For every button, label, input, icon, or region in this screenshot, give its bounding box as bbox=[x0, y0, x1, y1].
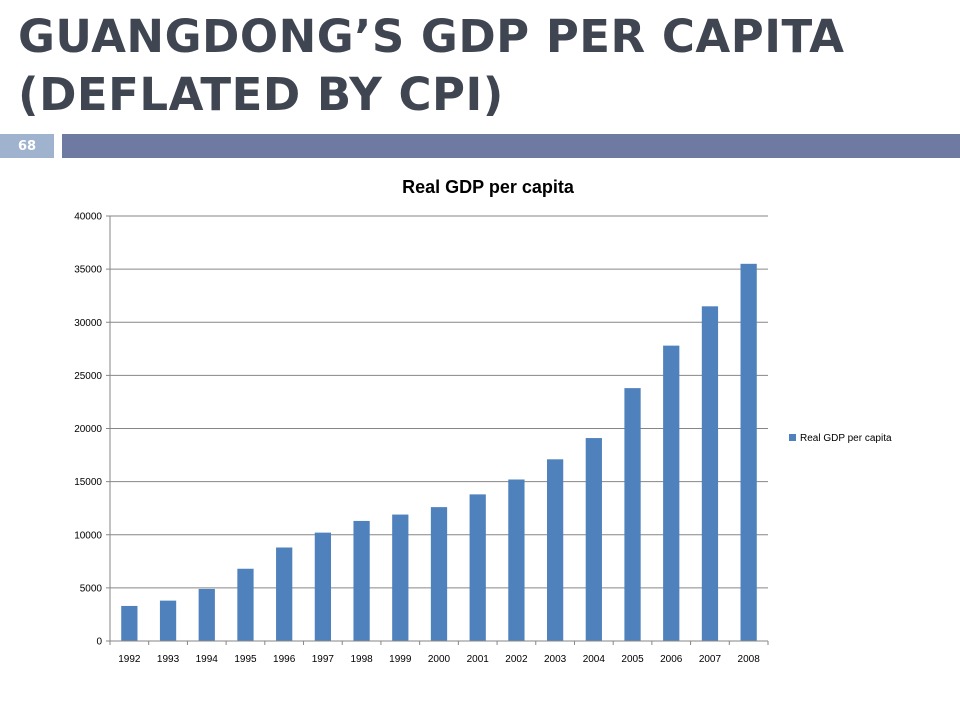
axes: 0 5000 10000 15000 20000 25000 30000 35000 40000… bbox=[74, 212, 769, 665]
bar bbox=[121, 605, 138, 641]
x-tick-label: 1998 bbox=[350, 654, 373, 665]
x-tick-label: 1997 bbox=[312, 654, 335, 665]
bar bbox=[314, 532, 332, 641]
x-tick-label: 2006 bbox=[660, 654, 683, 665]
legend-label: Real GDP per capita bbox=[800, 433, 892, 444]
bar bbox=[237, 568, 254, 641]
legend: Real GDP per capita bbox=[789, 433, 892, 444]
chart-title: Real GDP per capita bbox=[402, 177, 575, 197]
y-tick-label: 35000 bbox=[74, 265, 102, 276]
x-tick-label: 2005 bbox=[621, 654, 644, 665]
gridlines bbox=[110, 215, 768, 589]
title-rule bbox=[62, 134, 960, 158]
x-tick-label: 2004 bbox=[583, 654, 606, 665]
bar bbox=[392, 514, 409, 641]
bar bbox=[469, 494, 486, 641]
y-tick-label: 0 bbox=[96, 637, 102, 648]
x-tick-label: 2007 bbox=[699, 654, 722, 665]
x-tick-label: 1993 bbox=[157, 654, 180, 665]
x-tick-label: 1999 bbox=[389, 654, 412, 665]
y-tick-label: 25000 bbox=[74, 371, 102, 382]
y-tick-label: 15000 bbox=[74, 477, 102, 488]
slide-title: GUANGDONG’S GDP PER CAPITA (DEFLATED BY … bbox=[18, 10, 845, 121]
bar bbox=[740, 263, 757, 641]
x-tick-label: 1996 bbox=[273, 654, 296, 665]
y-tick-label: 10000 bbox=[74, 530, 102, 541]
x-tick-label: 2003 bbox=[544, 654, 567, 665]
bar bbox=[546, 459, 564, 641]
x-tick-label: 2002 bbox=[505, 654, 528, 665]
bar bbox=[701, 306, 719, 641]
x-tick-label: 1995 bbox=[234, 654, 257, 665]
bar bbox=[353, 520, 370, 641]
bar bbox=[508, 479, 525, 641]
bar bbox=[159, 600, 177, 641]
bar bbox=[430, 507, 448, 641]
bar bbox=[276, 547, 293, 641]
x-tick-label: 1992 bbox=[118, 654, 141, 665]
x-tick-label: 2000 bbox=[428, 654, 451, 665]
x-tick-label: 2001 bbox=[467, 654, 490, 665]
bar bbox=[198, 588, 215, 641]
x-tick-label: 2008 bbox=[738, 654, 761, 665]
bar bbox=[663, 345, 680, 641]
bar bbox=[585, 438, 602, 641]
y-tick-label: 20000 bbox=[74, 424, 102, 435]
y-tick-label: 40000 bbox=[74, 212, 102, 223]
slide-number: 68 bbox=[0, 134, 54, 158]
y-tick-label: 5000 bbox=[80, 583, 103, 594]
bar bbox=[624, 388, 641, 641]
y-tick-label: 30000 bbox=[74, 318, 102, 329]
x-tick-label: 1994 bbox=[196, 654, 219, 665]
bars bbox=[121, 263, 757, 641]
legend-swatch bbox=[789, 434, 796, 441]
